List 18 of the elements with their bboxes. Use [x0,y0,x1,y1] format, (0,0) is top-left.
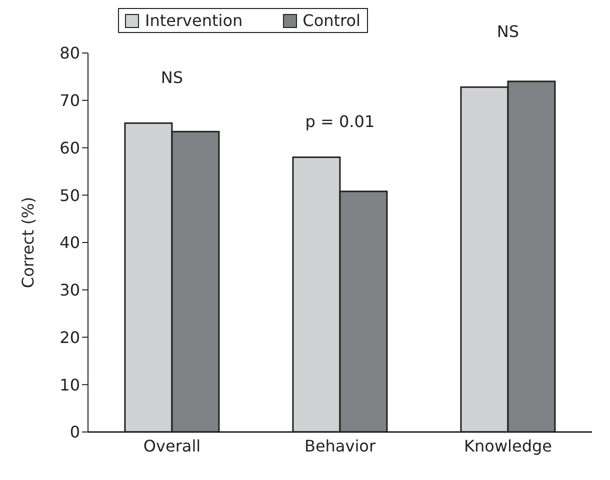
annotation: NS [160,68,184,88]
legend-label: Control [302,11,360,30]
y-tick-label: 50 [60,186,80,205]
y-tick-label: 40 [60,233,80,252]
y-tick-label: 80 [60,44,80,63]
x-tick-label: Overall [143,436,201,456]
annotation: p = 0.01 [305,112,375,132]
legend-label: Intervention [144,11,243,30]
y-tick-label: 0 [70,422,80,442]
y-tick-label: 60 [60,138,80,158]
y-tick-label: 30 [60,280,80,300]
y-tick-label: 20 [60,328,80,347]
y-axis-title: Correct (%) [18,196,38,288]
x-tick-label: Knowledge [464,436,552,456]
x-tick-label: Behavior [304,436,376,456]
y-tick-label: 70 [60,91,80,110]
y-tick-label: 10 [60,375,80,394]
text: NS [496,22,520,42]
